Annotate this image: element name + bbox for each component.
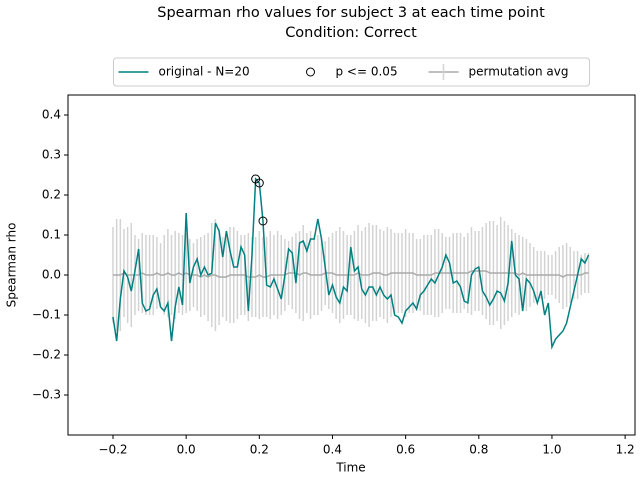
x-tick-label: 0.4 bbox=[323, 443, 342, 457]
x-tick-label: 0.6 bbox=[396, 443, 415, 457]
legend-label: p <= 0.05 bbox=[336, 65, 398, 79]
y-tick-label: 0.3 bbox=[42, 148, 61, 162]
y-tick-label: −0.1 bbox=[32, 308, 61, 322]
marker bbox=[254, 178, 264, 188]
legend-label: original - N=20 bbox=[159, 65, 250, 79]
marker bbox=[258, 216, 268, 226]
legend-label: permutation avg bbox=[469, 65, 569, 79]
chart-subtitle: Condition: Correct bbox=[285, 25, 417, 41]
y-axis-label: Spearman rho bbox=[5, 223, 19, 308]
x-tick-label: 0.0 bbox=[177, 443, 196, 457]
chart-title: Spearman rho values for subject 3 at eac… bbox=[157, 5, 545, 21]
y-tick-label: 0.1 bbox=[42, 228, 61, 242]
x-axis-label: Time bbox=[335, 461, 365, 475]
y-tick-label: 0.4 bbox=[42, 108, 61, 122]
y-tick-label: −0.3 bbox=[32, 388, 61, 402]
y-tick-label: −0.2 bbox=[32, 348, 61, 362]
x-tick-label: 1.2 bbox=[616, 443, 635, 457]
x-tick-label: 0.8 bbox=[469, 443, 488, 457]
series-line bbox=[112, 177, 590, 350]
x-tick-label: 1.0 bbox=[542, 443, 561, 457]
plot-frame bbox=[67, 94, 636, 436]
legend-marker bbox=[306, 67, 315, 77]
x-tick-label: 0.2 bbox=[250, 443, 269, 457]
x-tick-label: −0.2 bbox=[98, 443, 127, 457]
y-tick-label: 0.2 bbox=[42, 188, 61, 202]
y-tick-label: 0.0 bbox=[42, 268, 61, 282]
legend-box bbox=[113, 57, 590, 87]
